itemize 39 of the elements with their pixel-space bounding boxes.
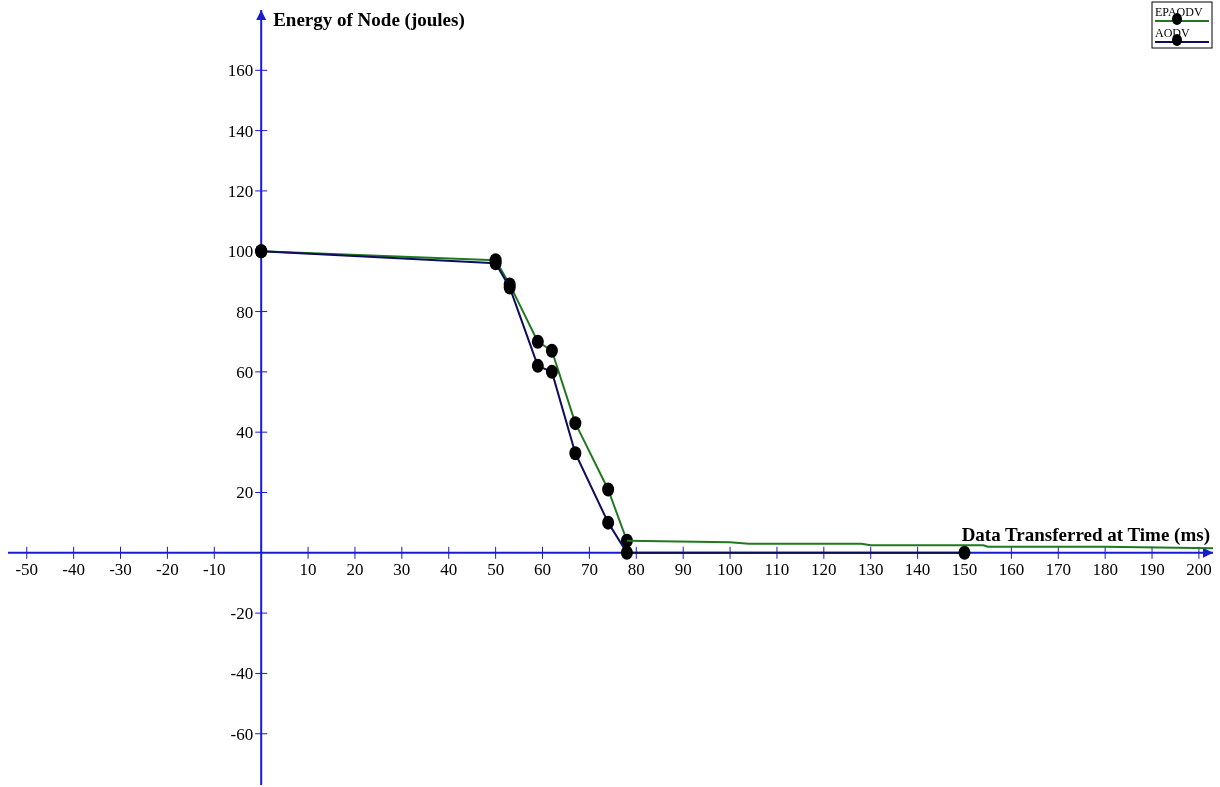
x-tick-label: 180 <box>1092 559 1118 579</box>
x-tick-label: 120 <box>811 559 837 579</box>
x-tick-label: 60 <box>534 559 552 579</box>
y-axis-title: Energy of Node (joules) <box>273 9 465 31</box>
x-tick-label: 130 <box>857 559 884 579</box>
x-tick-label: -30 <box>109 559 132 579</box>
x-tick-label: 110 <box>764 559 790 579</box>
y-tick-label: 100 <box>227 242 254 262</box>
x-tick-label: 140 <box>904 559 931 579</box>
x-tick-label: -40 <box>62 559 85 579</box>
x-axis-title: Data Transferred at Time (ms) <box>961 523 1210 546</box>
y-tick-label: -40 <box>230 664 254 684</box>
x-tick-label: 30 <box>393 559 411 579</box>
x-tick-label: 20 <box>346 559 364 579</box>
y-tick-label: 140 <box>227 121 254 141</box>
x-tick-label: 70 <box>580 559 598 579</box>
x-tick-label: 200 <box>1186 559 1212 579</box>
x-tick-label: 100 <box>717 559 743 579</box>
x-tick-label: 80 <box>627 559 645 579</box>
y-tick-label: 20 <box>236 483 254 503</box>
x-tick-label: 160 <box>998 559 1025 579</box>
y-tick-label: 120 <box>227 181 254 201</box>
x-tick-label: 190 <box>1139 559 1165 579</box>
y-tick-label: 80 <box>236 302 254 322</box>
y-tick-label: 60 <box>236 362 254 382</box>
x-tick-label: 150 <box>951 559 978 579</box>
x-tick-label: -20 <box>156 559 179 579</box>
x-tick-label: -10 <box>202 559 226 579</box>
y-tick-label: 160 <box>227 61 254 81</box>
text: EPAODV <box>1155 5 1203 19</box>
x-tick-label: 170 <box>1045 559 1072 579</box>
y-tick-label: -60 <box>230 724 254 744</box>
y-tick-label: -20 <box>230 604 254 624</box>
x-tick-label: -50 <box>15 559 39 579</box>
x-tick-label: 90 <box>674 559 692 579</box>
x-tick-label: 10 <box>299 559 317 579</box>
x-tick-label: 50 <box>487 559 505 579</box>
y-tick-label: 40 <box>236 423 254 443</box>
x-tick-label: 40 <box>440 559 458 579</box>
